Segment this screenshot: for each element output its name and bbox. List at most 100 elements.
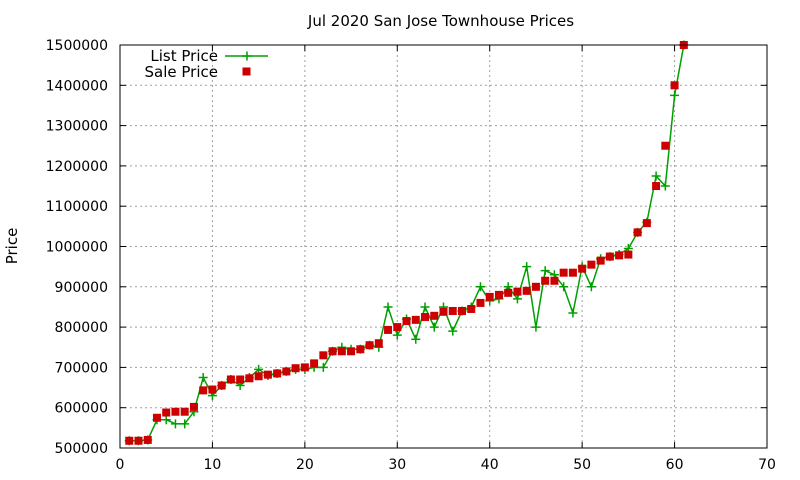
list-price-point bbox=[383, 302, 393, 312]
sale-price-point bbox=[504, 288, 513, 297]
sale-price-point bbox=[347, 347, 356, 356]
sale-price-point bbox=[291, 364, 300, 373]
y-tick-label: 800000 bbox=[55, 320, 108, 336]
legend-marker-sale-price bbox=[242, 67, 251, 76]
sale-price-point bbox=[125, 436, 134, 445]
sale-price-point bbox=[652, 182, 661, 191]
sale-price-point bbox=[337, 347, 346, 356]
sale-price-point bbox=[439, 307, 448, 316]
sale-price-point bbox=[143, 435, 152, 444]
y-tick-label: 1300000 bbox=[46, 119, 108, 135]
sale-price-point bbox=[171, 407, 180, 416]
list-price-point bbox=[392, 330, 402, 340]
x-tick-label: 20 bbox=[296, 457, 314, 473]
sale-price-point bbox=[393, 323, 402, 332]
sale-price-point bbox=[670, 81, 679, 90]
y-axis-label: Price bbox=[3, 228, 21, 265]
sale-price-point bbox=[421, 313, 430, 322]
sale-price-point bbox=[494, 290, 503, 299]
sale-price-point bbox=[596, 256, 605, 265]
list-price-point bbox=[522, 262, 532, 272]
x-tick-label: 60 bbox=[666, 457, 684, 473]
list-price-point bbox=[318, 362, 328, 372]
sale-price-point bbox=[457, 306, 466, 315]
sale-price-point bbox=[319, 351, 328, 360]
sale-price-point bbox=[568, 268, 577, 277]
sale-price-point bbox=[189, 402, 198, 411]
sale-price-point bbox=[578, 264, 587, 273]
list-price-point bbox=[170, 419, 180, 429]
x-tick-label: 30 bbox=[388, 457, 406, 473]
list-price-point bbox=[531, 322, 541, 332]
sale-price-point bbox=[282, 367, 291, 376]
sale-price-point bbox=[162, 408, 171, 417]
sale-price-point bbox=[263, 370, 272, 379]
sale-price-point bbox=[476, 298, 485, 307]
sale-price-point bbox=[180, 407, 189, 416]
sale-price-point bbox=[152, 413, 161, 422]
sale-price-point bbox=[467, 304, 476, 313]
x-tick-label: 0 bbox=[116, 457, 125, 473]
sale-price-point bbox=[559, 268, 568, 277]
y-tick-label: 1500000 bbox=[46, 38, 108, 54]
list-price-point bbox=[475, 282, 485, 292]
sale-price-point bbox=[430, 311, 439, 320]
y-tick-label: 600000 bbox=[55, 401, 108, 417]
sale-price-point bbox=[374, 339, 383, 348]
list-price-point bbox=[660, 181, 670, 191]
legend-label-sale-price: Sale Price bbox=[145, 63, 218, 81]
y-tick-label: 1400000 bbox=[46, 78, 108, 94]
list-price-point bbox=[420, 302, 430, 312]
list-price-point bbox=[429, 322, 439, 332]
sale-price-point bbox=[254, 372, 263, 381]
sale-price-point bbox=[624, 250, 633, 259]
list-price-point bbox=[568, 308, 578, 318]
sale-price-point bbox=[273, 369, 282, 378]
sale-price-point bbox=[402, 317, 411, 326]
plot-frame bbox=[119, 44, 768, 449]
sale-price-point bbox=[236, 375, 245, 384]
axis-ticks: 0 10 20 30 40 50 60 70 500000 600000 700000 800000 9… bbox=[46, 38, 776, 473]
y-tick-label: 500000 bbox=[55, 441, 108, 457]
sale-price-point bbox=[605, 252, 614, 261]
list-price-point bbox=[559, 282, 569, 292]
chart-title: Jul 2020 San Jose Townhouse Prices bbox=[307, 12, 574, 30]
sale-price-point bbox=[485, 292, 494, 301]
sale-price-point bbox=[356, 345, 365, 354]
sale-price-point bbox=[642, 219, 651, 228]
y-tick-label: 700000 bbox=[55, 360, 108, 376]
sale-price-point bbox=[633, 228, 642, 237]
x-tick-label: 70 bbox=[758, 457, 776, 473]
sale-price-point bbox=[208, 385, 217, 394]
sale-price-point bbox=[448, 306, 457, 315]
grid-lines bbox=[120, 45, 767, 448]
legend-marker-list-price bbox=[242, 51, 252, 61]
x-tick-label: 50 bbox=[573, 457, 591, 473]
sale-price-point bbox=[531, 282, 540, 291]
series-layer bbox=[124, 40, 689, 446]
sale-price-point bbox=[134, 436, 143, 445]
sale-price-point bbox=[226, 375, 235, 384]
x-tick-label: 40 bbox=[481, 457, 499, 473]
sale-price-point bbox=[661, 141, 670, 150]
list-price-point bbox=[651, 171, 661, 181]
list-price-point bbox=[198, 372, 208, 382]
sale-price-point bbox=[541, 276, 550, 285]
sale-price-point bbox=[365, 341, 374, 350]
legend: List Price Sale Price bbox=[145, 47, 268, 81]
sale-price-point bbox=[513, 287, 522, 296]
y-tick-label: 1000000 bbox=[46, 240, 108, 256]
sale-price-point bbox=[615, 251, 624, 260]
y-tick-label: 900000 bbox=[55, 280, 108, 296]
list-price-point bbox=[512, 294, 522, 304]
sale-price-point bbox=[245, 374, 254, 383]
y-tick-label: 1100000 bbox=[46, 199, 108, 215]
list-price-point bbox=[448, 326, 458, 336]
list-price-point bbox=[411, 334, 421, 344]
list-price-point bbox=[586, 282, 596, 292]
sale-price-point bbox=[522, 286, 531, 295]
list-price-point bbox=[180, 419, 190, 429]
sale-price-point bbox=[310, 359, 319, 368]
legend-label-list-price: List Price bbox=[150, 47, 218, 65]
